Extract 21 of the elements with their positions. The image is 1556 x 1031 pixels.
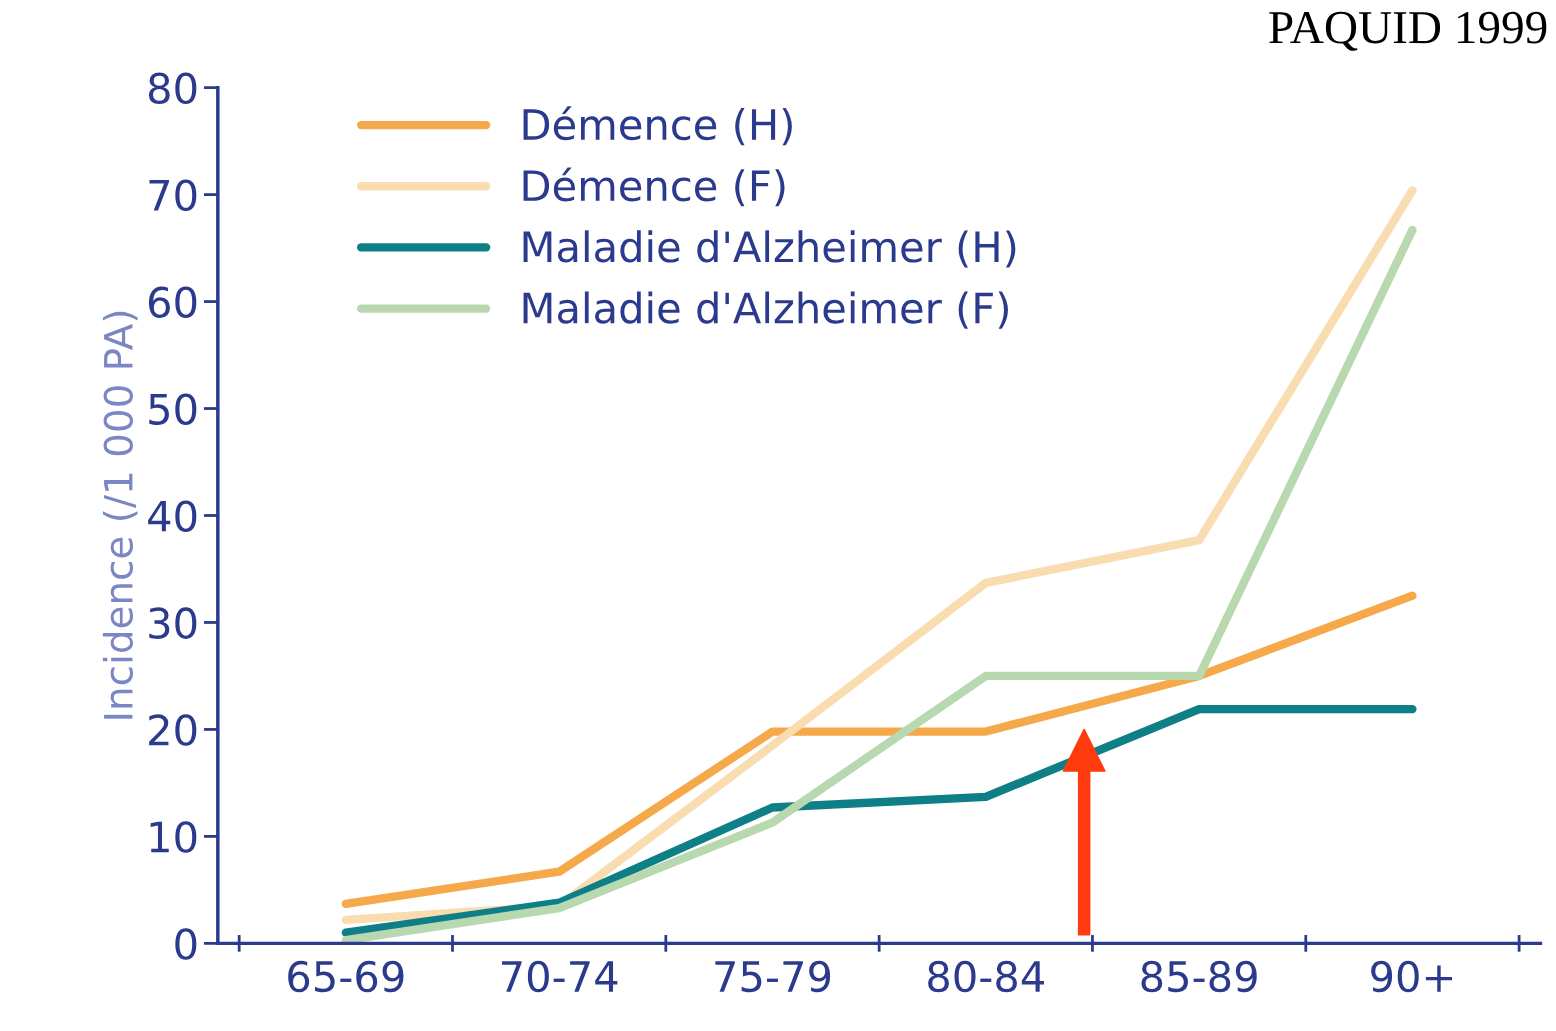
legend-label: Démence (F) — [523, 167, 785, 207]
y-tick-label: 30 — [149, 607, 197, 639]
y-tick-label: 50 — [149, 393, 197, 425]
x-tick-label: 70-74 — [502, 960, 618, 993]
x-tick-label: 80-84 — [928, 960, 1044, 993]
y-axis-title: Incidence (/1 000 PA) — [102, 311, 138, 719]
y-tick-label: 70 — [149, 179, 197, 212]
x-tick-label: 65-69 — [288, 960, 404, 993]
y-tick-label: 10 — [150, 821, 197, 853]
chart-title: PAQUID 1999 — [1269, 11, 1547, 51]
y-tick-label: 60 — [148, 286, 197, 318]
x-tick-label: 85-89 — [1141, 960, 1257, 993]
x-tick-label: 90+ — [1371, 960, 1452, 993]
legend-label: Démence (H) — [523, 106, 792, 146]
y-tick-label: 0 — [175, 928, 197, 960]
legend-label: Maladie d'Alzheimer (F) — [523, 291, 1008, 329]
legend-label: Maladie d'Alzheimer (H) — [523, 230, 1016, 268]
x-tick-label: 75-79 — [715, 960, 831, 993]
y-tick-label: 80 — [148, 72, 197, 105]
y-tick-label: 40 — [148, 500, 197, 532]
y-tick-label: 20 — [149, 714, 197, 746]
